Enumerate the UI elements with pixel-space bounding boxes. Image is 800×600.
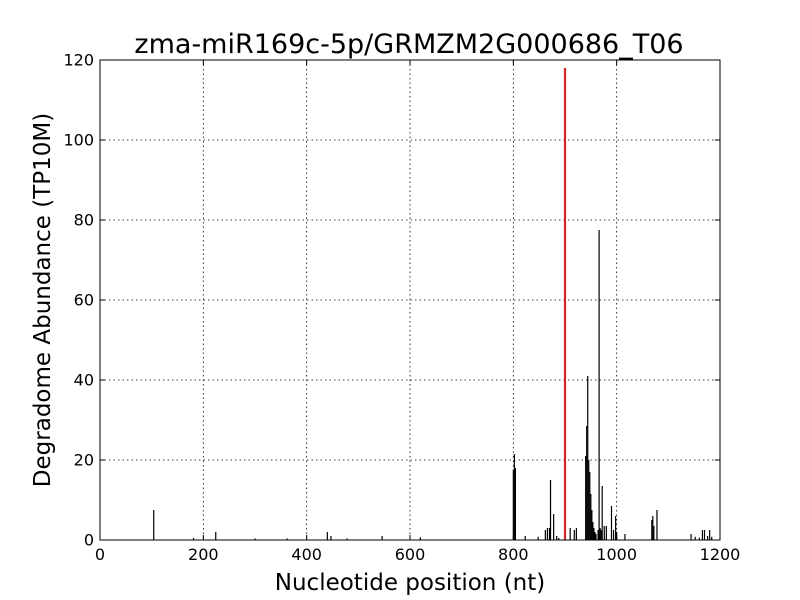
x-tick-label: 200: [188, 545, 219, 564]
y-tick-label: 100: [63, 131, 94, 150]
y-tick-label: 20: [74, 451, 94, 470]
x-tick-label: 600: [395, 545, 426, 564]
y-tick-label: 0: [84, 531, 94, 550]
y-tick-label: 40: [74, 371, 94, 390]
y-tick-label: 120: [63, 51, 94, 70]
chart-title: zma-miR169c-5p/GRMZM2G000686_T06: [134, 29, 683, 60]
y-tick-label: 80: [74, 211, 94, 230]
x-tick-label: 1000: [596, 545, 637, 564]
plot-area: [153, 68, 713, 540]
axis-ticks: 0 200 400 600 800 1000 1200 0 20 40 60 80 100 120: [63, 51, 740, 565]
x-tick-label: 0: [95, 545, 105, 564]
x-tick-label: 1200: [700, 545, 741, 564]
x-axis-label: Nucleotide position (nt): [275, 570, 545, 596]
grid-lines: [100, 60, 720, 540]
x-tick-label: 800: [498, 545, 529, 564]
y-tick-label: 60: [74, 291, 94, 310]
y-axis-label: Degradome Abundance (TP10M): [30, 113, 56, 487]
x-tick-label: 400: [291, 545, 322, 564]
